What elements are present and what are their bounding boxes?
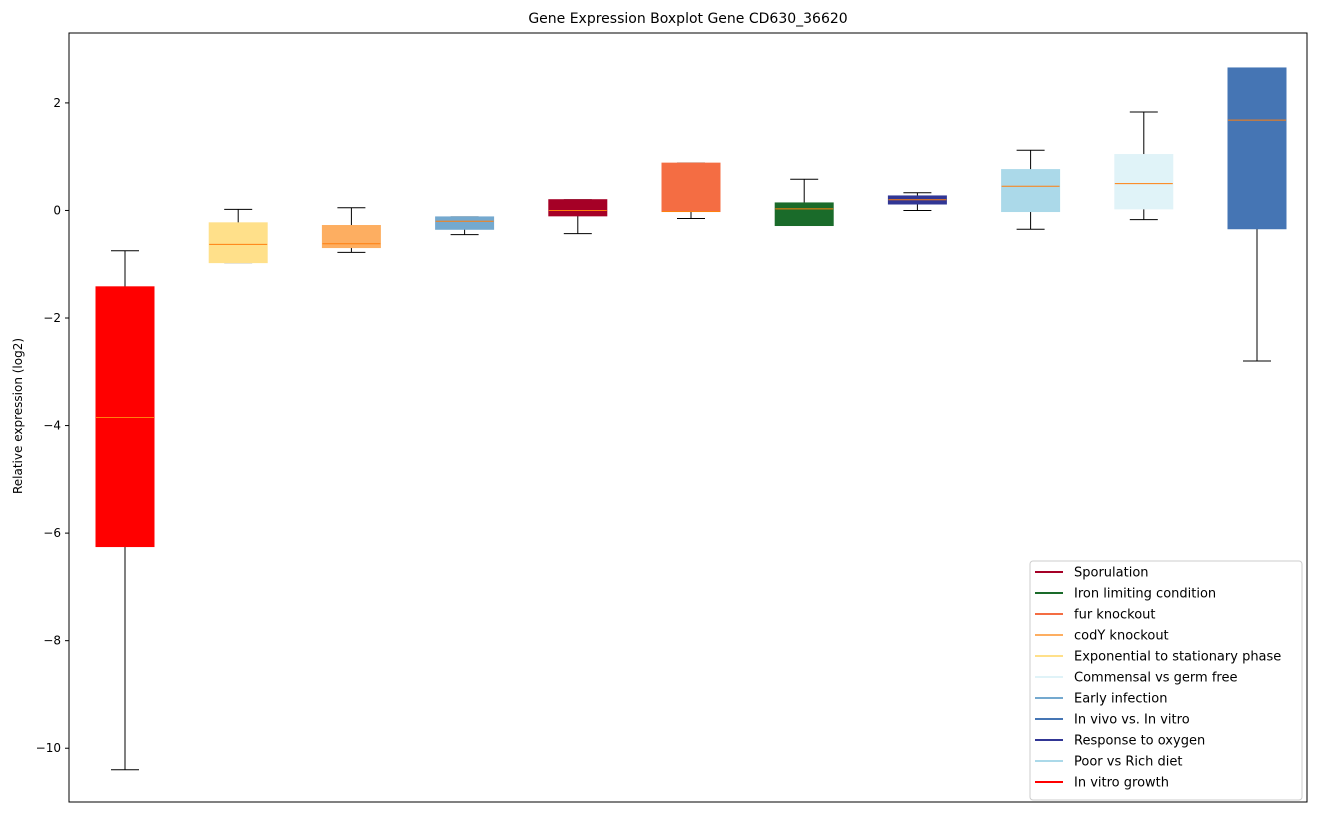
box-group	[548, 199, 608, 235]
legend-box	[1029, 560, 1303, 801]
box-group	[774, 178, 834, 227]
box-group	[1114, 111, 1174, 221]
legend-label: codY knockout	[1074, 629, 1169, 644]
box-group	[1227, 67, 1287, 362]
y-tick-label: 2	[53, 96, 61, 110]
legend-label: Iron limiting condition	[1074, 587, 1216, 602]
box	[1227, 67, 1287, 230]
box	[1001, 169, 1061, 213]
box-group	[661, 162, 721, 220]
box-group	[95, 250, 155, 771]
legend-label: Commensal vs germ free	[1074, 671, 1237, 686]
box	[321, 225, 381, 249]
legend-label: Response to oxygen	[1074, 734, 1205, 749]
legend-label: Exponential to stationary phase	[1074, 650, 1281, 665]
box-group	[887, 192, 947, 211]
chart-title: Gene Expression Boxplot Gene CD630_36620	[528, 11, 847, 27]
box	[95, 286, 155, 548]
box-group	[1001, 149, 1061, 230]
legend-label: In vivo vs. In vitro	[1074, 713, 1190, 728]
legend-label: fur knockout	[1074, 608, 1156, 623]
y-tick-label: 0	[53, 203, 61, 217]
y-tick-label: −10	[36, 741, 61, 755]
y-tick-label: −6	[43, 526, 61, 540]
box	[208, 222, 268, 264]
plot-frame	[68, 32, 1308, 803]
legend-label: Poor vs Rich diet	[1074, 755, 1182, 770]
box	[1114, 154, 1174, 210]
y-axis-label: Relative expression (log2)	[11, 338, 25, 494]
box-group	[208, 208, 268, 264]
box	[774, 202, 834, 227]
y-tick-label: −4	[43, 419, 61, 433]
box-group	[321, 207, 381, 253]
box	[435, 216, 495, 230]
y-tick-label: −2	[43, 311, 61, 325]
legend-label: Early infection	[1074, 692, 1167, 707]
legend-label: In vitro growth	[1074, 776, 1169, 791]
box-group	[435, 216, 495, 236]
box	[548, 199, 608, 217]
y-axis: 2 0 −2 −4 −6 −8 −10	[36, 96, 69, 755]
legend: Sporulation Iron limiting condition fur kn…	[1029, 560, 1303, 801]
y-tick-label: −8	[43, 634, 61, 648]
boxes-layer	[95, 67, 1287, 771]
box	[661, 162, 721, 213]
legend-label: Sporulation	[1074, 566, 1149, 581]
